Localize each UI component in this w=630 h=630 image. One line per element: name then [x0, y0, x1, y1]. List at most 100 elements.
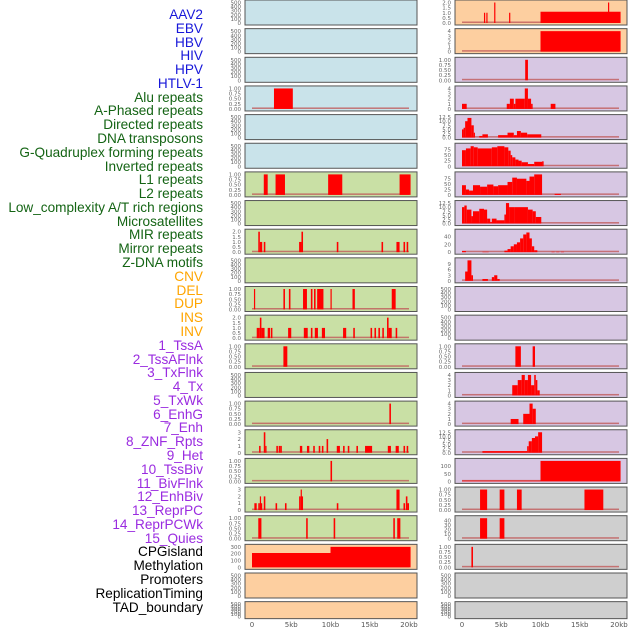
data-bar [512, 177, 517, 195]
data-bar [507, 249, 511, 253]
y-tick-label: 0.25 [229, 188, 242, 194]
data-bar [275, 503, 278, 511]
y-tick-label: 400 [441, 291, 452, 297]
panel-frame [244, 572, 418, 599]
panel-frame [454, 486, 628, 513]
data-bar [395, 445, 399, 453]
data-bar [258, 503, 260, 511]
x-tick-label: 15kb [571, 621, 589, 629]
panel-frame [244, 257, 418, 284]
data-bar [300, 489, 302, 511]
data-bar [462, 480, 541, 482]
panel-background [455, 343, 627, 369]
y-tick-label: 1.00 [229, 344, 242, 350]
panel-background [455, 85, 627, 111]
track-label: Z-DNA motifs [122, 255, 203, 271]
y-tick-label: 0.0 [442, 222, 451, 228]
y-tick-label: 10.0 [439, 434, 452, 440]
panel-frame [244, 0, 418, 26]
data-bar [509, 207, 515, 224]
data-bar [532, 408, 536, 425]
panel-background [455, 315, 627, 341]
track-label: 15_Quies [144, 530, 203, 546]
panel-frame [244, 371, 418, 398]
y-tick-label: 0 [448, 393, 452, 399]
y-tick-label: 0.00 [229, 365, 242, 371]
baseline [252, 508, 409, 511]
data-bar [462, 207, 465, 224]
y-tick-label: 400 [231, 205, 242, 211]
panel-background [245, 200, 417, 226]
data-bar [303, 327, 308, 339]
track-label: Mirror repeats [118, 241, 203, 257]
data-bar [540, 31, 621, 52]
data-bar [256, 327, 260, 339]
data-bar [487, 184, 494, 195]
x-tick-label: 0 [250, 621, 254, 629]
y-tick-label: 400 [231, 605, 242, 611]
track-label: DNA transposons [97, 131, 203, 147]
data-bar [330, 460, 333, 482]
baseline [462, 250, 619, 253]
data-bar [465, 148, 471, 167]
data-bar [326, 439, 329, 453]
data-bar [406, 241, 409, 253]
panel-frame [454, 200, 628, 227]
data-bar [303, 289, 307, 310]
data-bar [284, 503, 287, 511]
data-bar [306, 518, 308, 539]
data-bar [507, 181, 513, 195]
y-tick-label: 0 [238, 136, 242, 142]
x-tick-label: 10kb [322, 621, 340, 629]
panel-background [455, 372, 627, 398]
y-tick-label: 6 [448, 268, 452, 274]
baseline [252, 422, 409, 425]
panel-background [455, 601, 627, 619]
panel-frame [454, 343, 628, 370]
y-tick-label: 200 [231, 127, 242, 133]
track-panel: 0.02.55.07.510.012.5 [439, 114, 628, 142]
data-bar [513, 135, 517, 138]
panel-frame [244, 228, 418, 255]
y-tick-label: 2 [448, 39, 452, 45]
y-tick-label: 0 [238, 393, 242, 399]
data-bar [504, 250, 508, 253]
data-bar [382, 327, 384, 339]
y-tick-label: 1 [448, 102, 452, 108]
baseline [462, 508, 619, 511]
panel-background [245, 429, 417, 455]
data-bar [314, 327, 318, 339]
y-tick-label: 3 [448, 34, 452, 40]
data-bar [521, 162, 528, 167]
y-tick-label: 0.00 [229, 308, 242, 314]
data-bar [343, 327, 347, 339]
data-bar [318, 445, 321, 453]
y-tick-label: 0.50 [229, 355, 242, 361]
track-label: 4_Tx [172, 379, 203, 395]
track-label: L1 repeats [138, 172, 203, 188]
track-panel: 0.000.250.500.751.00 [439, 543, 628, 571]
data-bar [259, 496, 262, 511]
data-bar [542, 161, 544, 167]
track-panel: 0.000.250.500.751.00 [229, 515, 418, 543]
y-tick-label: 1.5 [232, 321, 241, 327]
y-tick-label: 4 [448, 29, 452, 35]
panel-frame [454, 314, 628, 341]
panel-frame [244, 200, 418, 227]
y-tick-label: 1.00 [229, 459, 242, 465]
y-tick-label: 0 [448, 594, 452, 600]
panel-background [455, 57, 627, 83]
track-label: HBV [175, 34, 203, 50]
y-tick-label: 50 [444, 182, 451, 188]
data-bar [527, 98, 532, 109]
data-bar [462, 185, 466, 195]
data-bar [365, 445, 373, 453]
y-tick-label: 500 [231, 258, 242, 264]
panel-frame [244, 400, 418, 427]
data-bar [608, 2, 610, 23]
y-tick-label: 0.50 [439, 355, 452, 361]
y-tick-label: 0.00 [439, 78, 452, 84]
y-tick-label: 500 [231, 29, 242, 35]
